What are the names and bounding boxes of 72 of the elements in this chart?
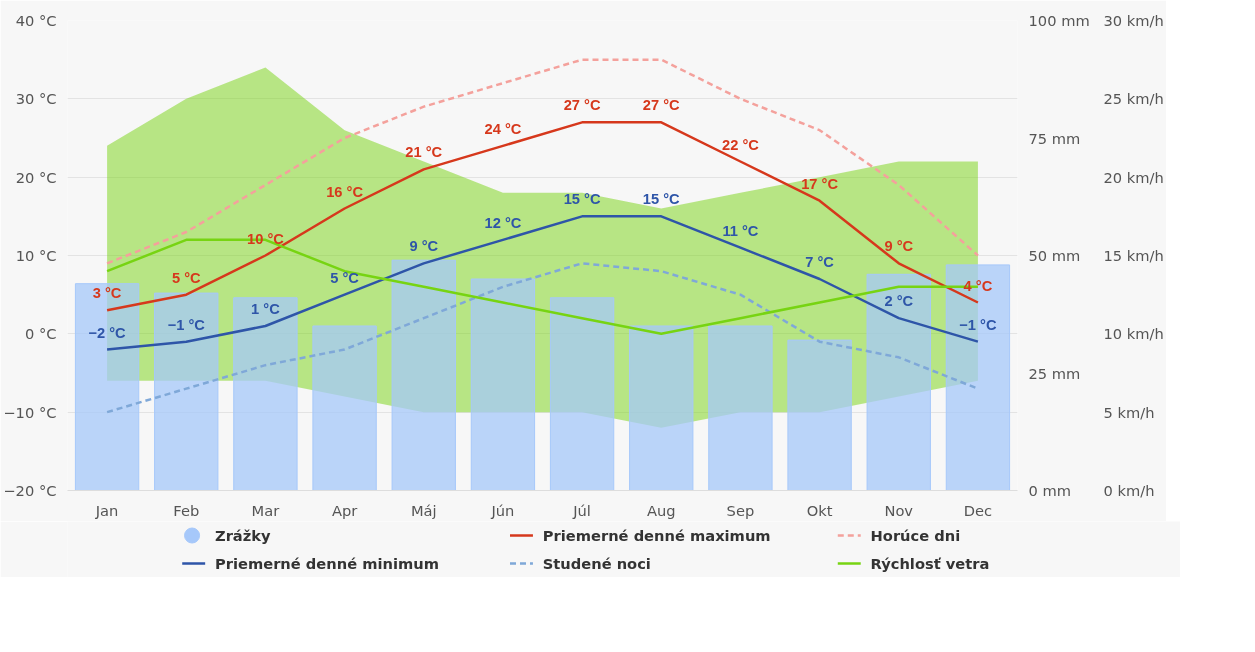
legend-label: Priemerné denné minimum	[215, 555, 439, 572]
x-tick-label: Júl	[572, 501, 591, 519]
data-label: −1 °C	[167, 316, 206, 333]
legend-label: Studené noci	[542, 555, 651, 572]
y-tick-label: −10 °C	[3, 403, 57, 421]
y-tick-label: 20 °C	[15, 168, 57, 186]
x-tick-label: Okt	[806, 501, 833, 519]
legend-label: Rýchlosť vetra	[870, 555, 990, 572]
bar	[154, 292, 219, 491]
data-label: 5 °C	[171, 269, 201, 286]
y2-tick-label: 100 mm	[1028, 12, 1090, 29]
data-label: 21 °C	[405, 144, 443, 161]
bar	[787, 339, 852, 491]
y2-tick-label: 0 mm	[1028, 482, 1072, 499]
bar	[470, 278, 536, 491]
data-label: 27 °C	[563, 97, 601, 114]
legend-label: Horúce dni	[870, 527, 961, 544]
bar	[866, 273, 931, 491]
bar	[74, 283, 140, 491]
y3-tick-label: 0 km/h	[1103, 482, 1155, 499]
data-label: 9 °C	[884, 238, 914, 255]
x-tick-label: Jún	[490, 501, 515, 519]
y3-tick-label: 25 km/h	[1103, 90, 1164, 108]
y3-tick-label: 5 km/h	[1103, 403, 1155, 421]
x-tick-label: Dec	[963, 501, 993, 519]
x-tick-label: Nov	[884, 501, 914, 519]
bar	[708, 325, 773, 491]
data-label: 2 °C	[884, 293, 914, 310]
bar	[312, 325, 377, 491]
data-label: 12 °C	[484, 214, 522, 231]
x-tick-label: Jan	[94, 501, 119, 519]
data-label: 1 °C	[251, 301, 281, 317]
data-label: 5 °C	[330, 269, 360, 286]
y3-tick-label: 15 km/h	[1103, 247, 1164, 264]
x-tick-label: Apr	[331, 501, 359, 519]
y-tick-label: 10 °C	[15, 247, 57, 264]
data-label: 9 °C	[409, 238, 439, 255]
y-tick-label: 0 °C	[24, 325, 57, 343]
data-label: 3 °C	[92, 285, 122, 302]
y2-tick-label: 75 mm	[1028, 129, 1081, 147]
x-tick-label: Sep	[726, 501, 755, 519]
bar	[391, 259, 456, 491]
y-tick-label: 40 °C	[15, 12, 57, 29]
data-label: 15 °C	[642, 191, 681, 208]
y2-tick-label: 50 mm	[1028, 247, 1081, 264]
data-label: 24 °C	[484, 120, 522, 137]
x-tick-label: Feb	[173, 501, 200, 519]
legend-label: Priemerné denné maximum	[542, 527, 771, 544]
data-label: 16 °C	[326, 183, 364, 200]
line-series	[105, 58, 980, 265]
x-tick-label: Mar	[251, 501, 281, 519]
x-tick-label: Aug	[646, 501, 676, 519]
data-label: 17 °C	[801, 175, 839, 192]
data-label: 27 °C	[642, 97, 681, 114]
y-tick-label: −20 °C	[3, 482, 57, 499]
bar	[233, 297, 298, 491]
y2-tick-label: 25 mm	[1028, 364, 1081, 382]
y3-tick-label: 10 km/h	[1103, 325, 1164, 343]
bar	[945, 264, 1011, 491]
y-tick-label: 30 °C	[15, 90, 57, 108]
legend-label: Zrážky	[215, 527, 272, 544]
data-label: 7 °C	[805, 254, 835, 270]
data-label: 22 °C	[722, 136, 760, 153]
data-label: 11 °C	[722, 222, 759, 239]
data-label: 15 °C	[563, 191, 601, 208]
x-tick-label: Máj	[410, 501, 437, 519]
data-label: −2 °C	[88, 324, 127, 341]
bar	[629, 325, 694, 491]
bar	[549, 297, 615, 491]
data-label: −1 °C	[959, 316, 997, 333]
y3-tick-label: 20 km/h	[1103, 168, 1164, 186]
y3-tick-label: 30 km/h	[1103, 12, 1164, 29]
